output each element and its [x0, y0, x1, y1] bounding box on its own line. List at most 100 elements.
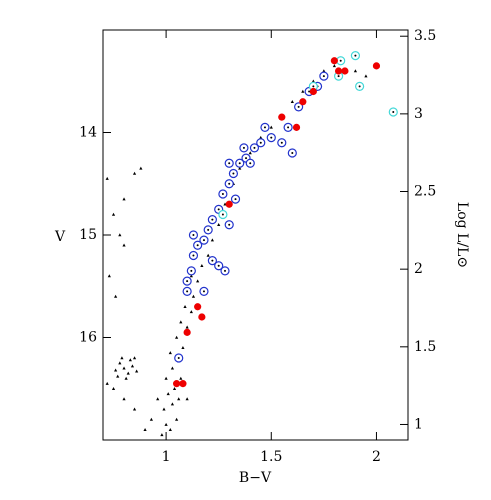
x-tick-label: 1: [162, 449, 171, 465]
star-point: [177, 397, 181, 401]
star-point: [206, 253, 210, 257]
star-point: [124, 376, 128, 380]
ring-center: [308, 90, 311, 93]
ring-center: [249, 162, 252, 165]
star-point: [179, 376, 183, 380]
star-point: [301, 89, 305, 93]
star-point: [135, 369, 139, 373]
x-axis-label: B−V: [239, 470, 272, 486]
star-point: [189, 310, 193, 314]
ring-center: [228, 162, 231, 165]
star-point: [105, 176, 109, 180]
star-point: [114, 294, 118, 298]
dot-point: [292, 123, 301, 131]
star-point: [364, 74, 368, 78]
dot-point: [372, 62, 381, 70]
y2-tick-label: 1.5: [414, 339, 436, 355]
y2-tick-label: 2: [414, 261, 423, 277]
ring-center: [211, 259, 214, 262]
star-point: [189, 274, 193, 278]
ring-center: [186, 290, 189, 293]
ring-center: [192, 234, 195, 236]
star-point: [128, 358, 132, 362]
ring-center: [202, 290, 205, 293]
star-point: [118, 233, 122, 237]
star-point: [332, 64, 336, 68]
star-point: [166, 392, 170, 396]
star-point: [170, 366, 175, 370]
y2-tick-label: 1: [414, 416, 423, 432]
star-point: [311, 79, 315, 83]
ring-center: [358, 85, 361, 88]
ring-center: [177, 357, 180, 359]
star-point: [122, 243, 126, 247]
ring-center: [202, 239, 205, 242]
y2-tick-label: 3: [414, 106, 423, 122]
ring-center: [322, 75, 325, 78]
ring-center: [207, 228, 210, 231]
ring-center: [228, 223, 231, 226]
ring-center: [339, 59, 342, 62]
star-point: [111, 386, 116, 390]
ring-center: [221, 213, 224, 216]
star-point: [210, 238, 214, 242]
star-point: [168, 427, 172, 431]
ring-center: [312, 85, 315, 88]
star-point: [114, 368, 118, 372]
y-tick-label: 14: [79, 125, 97, 141]
star-point: [183, 304, 187, 308]
ring-center: [186, 280, 189, 283]
ring-center: [242, 146, 245, 149]
star-point: [259, 135, 263, 139]
star-point: [122, 197, 126, 201]
ring-center: [280, 141, 283, 144]
dot-point: [198, 313, 206, 321]
star-point: [322, 69, 326, 73]
star-point: [269, 125, 273, 129]
ring-center: [217, 208, 220, 211]
ring-center: [392, 111, 395, 113]
ring-center: [196, 244, 199, 247]
star-point: [191, 294, 196, 298]
star-point: [132, 171, 137, 175]
star-point: [217, 222, 221, 226]
star-point: [160, 433, 164, 437]
x-tick-label: 1.5: [260, 449, 282, 465]
ring-center: [291, 152, 294, 154]
y-tick-label: 16: [79, 330, 97, 346]
dot-point: [299, 98, 307, 106]
star-point: [116, 374, 120, 378]
ring-center: [270, 136, 273, 139]
star-point: [168, 351, 172, 355]
dot-point: [183, 328, 191, 336]
star-point: [105, 381, 109, 385]
dot-point: [309, 87, 317, 96]
ring-center: [263, 126, 266, 129]
star-point: [238, 166, 242, 170]
star-point: [107, 274, 111, 278]
star-point: [139, 166, 143, 170]
plot-frame: [102, 29, 409, 441]
star-point: [248, 151, 252, 155]
y-tick-label: 15: [79, 227, 97, 243]
star-point: [179, 320, 183, 324]
ring-center: [253, 146, 256, 149]
x-tick-label: 2: [372, 449, 381, 465]
star-point: [185, 325, 189, 329]
star-point: [175, 335, 179, 339]
star-point: [290, 99, 294, 103]
star-point: [111, 212, 116, 216]
star-point: [164, 422, 168, 426]
ring-center: [297, 105, 300, 108]
y2-axis-label: Log L/L⊙: [454, 202, 470, 268]
ring-center: [259, 141, 262, 144]
star-point: [172, 386, 177, 390]
ring-center: [287, 126, 290, 129]
dot-point: [194, 303, 202, 311]
star-point: [185, 397, 189, 401]
ring-center: [232, 172, 235, 175]
star-point: [162, 407, 166, 411]
star-point: [122, 397, 126, 401]
star-point: [196, 279, 200, 283]
